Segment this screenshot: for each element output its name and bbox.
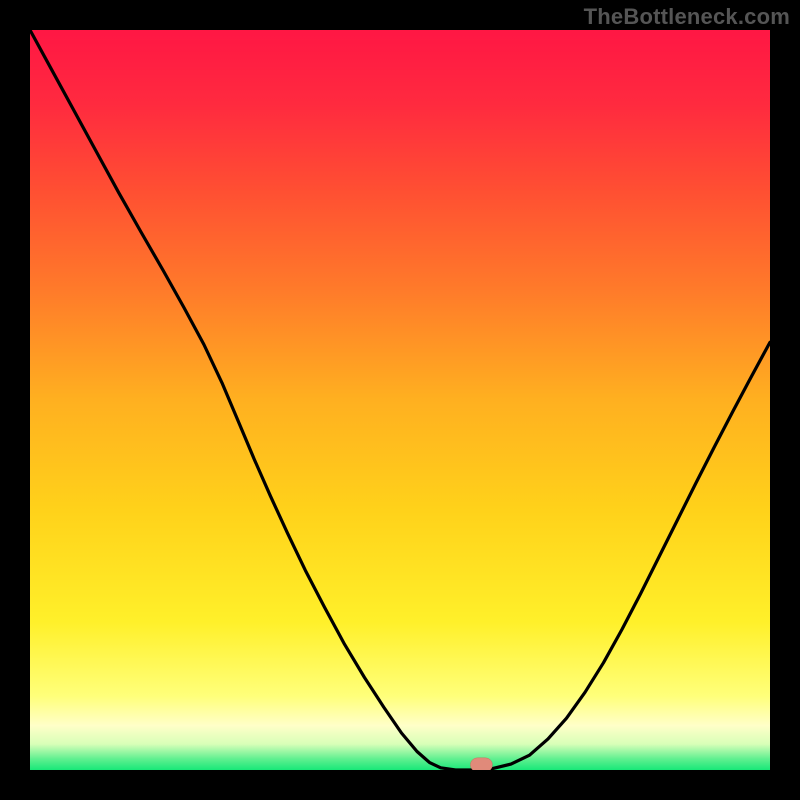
watermark-text: TheBottleneck.com xyxy=(584,4,790,30)
optimal-marker xyxy=(470,758,492,772)
bottleneck-chart xyxy=(0,0,800,800)
plot-background xyxy=(30,30,770,770)
chart-root: TheBottleneck.com xyxy=(0,0,800,800)
